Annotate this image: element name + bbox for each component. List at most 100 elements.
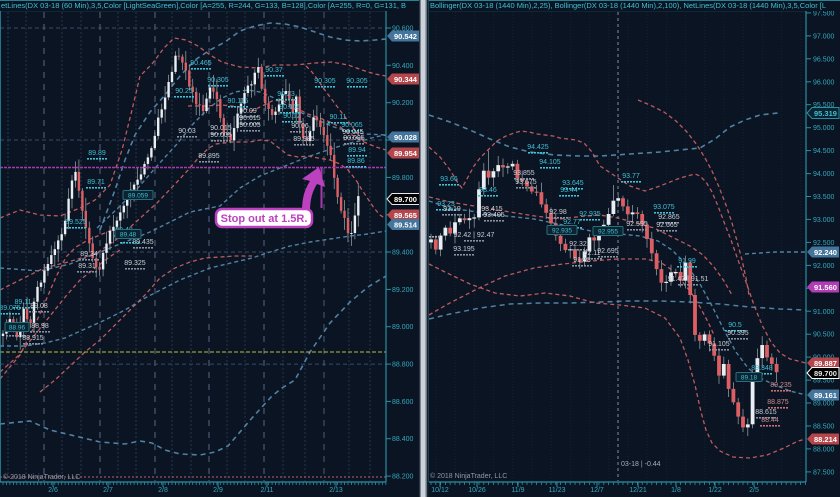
svg-text:© 2018 NinjaTrader, LLC: © 2018 NinjaTrader, LLC [430, 472, 507, 480]
svg-text:92.500: 92.500 [813, 240, 835, 247]
svg-text:89.161: 89.161 [814, 391, 837, 400]
svg-text:88.96: 88.96 [9, 325, 26, 332]
svg-text:91.000: 91.000 [813, 309, 835, 316]
svg-text:89.94: 89.94 [348, 147, 366, 154]
svg-text:95.319: 95.319 [814, 109, 837, 118]
svg-text:90.344: 90.344 [394, 75, 418, 84]
svg-text:93.075: 93.075 [653, 204, 675, 211]
svg-text:96.000: 96.000 [813, 79, 835, 86]
svg-text:90.400: 90.400 [392, 63, 414, 70]
svg-text:90.165: 90.165 [279, 104, 301, 111]
svg-text:88.98: 88.98 [31, 323, 49, 330]
svg-text:2/11: 2/11 [260, 487, 273, 494]
svg-text:93.855: 93.855 [513, 170, 535, 177]
svg-text:90.005: 90.005 [210, 132, 232, 139]
svg-text:88.875: 88.875 [767, 399, 789, 406]
svg-text:93.44: 93.44 [560, 187, 578, 194]
svg-text:93.195: 93.195 [453, 246, 475, 253]
svg-text:94.425: 94.425 [527, 144, 549, 151]
svg-text:90.115: 90.115 [228, 98, 249, 105]
svg-text:97.500: 97.500 [813, 10, 835, 17]
svg-text:90.03: 90.03 [178, 128, 196, 135]
svg-text:89.565: 89.565 [394, 211, 417, 220]
svg-text:89.08: 89.08 [30, 303, 48, 310]
svg-text:89.86: 89.86 [347, 158, 365, 165]
svg-text:90.005: 90.005 [239, 122, 261, 129]
svg-text:10/12: 10/12 [431, 487, 449, 494]
svg-text:94.105: 94.105 [539, 159, 561, 166]
svg-text:92.665: 92.665 [656, 222, 678, 229]
svg-text:89.985: 89.985 [293, 136, 315, 143]
svg-text:90.305: 90.305 [207, 77, 229, 84]
svg-text:© 2018 NinjaTrader, LLC: © 2018 NinjaTrader, LLC [3, 473, 80, 481]
svg-text:2/13: 2/13 [329, 487, 343, 494]
svg-text:89.348: 89.348 [751, 365, 773, 372]
svg-text:89.954: 89.954 [394, 149, 418, 158]
svg-text:89.400: 89.400 [392, 250, 414, 257]
svg-text:90.028: 90.028 [394, 133, 417, 142]
svg-text:89.325: 89.325 [124, 260, 146, 267]
svg-text:89.34: 89.34 [80, 251, 98, 258]
svg-text:88.400: 88.400 [392, 436, 414, 443]
svg-text:91.47 | 91.51: 91.47 | 91.51 [668, 276, 709, 283]
svg-text:89.059: 89.059 [128, 193, 148, 200]
svg-text:89.887: 89.887 [814, 359, 837, 368]
svg-text:2/6: 2/6 [48, 487, 58, 494]
svg-text:89.31: 89.31 [78, 263, 96, 270]
svg-text:90.06: 90.06 [291, 123, 309, 130]
svg-text:11/23: 11/23 [549, 487, 566, 494]
svg-text:2/9: 2/9 [213, 487, 223, 494]
svg-text:90.542: 90.542 [394, 32, 417, 41]
svg-text:90.015: 90.015 [210, 125, 232, 132]
svg-text:92.595: 92.595 [626, 221, 648, 228]
svg-text:92.935: 92.935 [552, 228, 572, 235]
svg-text:89.525: 89.525 [65, 219, 87, 226]
svg-text:92.865: 92.865 [658, 214, 680, 221]
svg-text:89.000: 89.000 [813, 401, 835, 408]
svg-text:91.105: 91.105 [708, 341, 730, 348]
svg-text:95.000: 95.000 [813, 125, 835, 132]
svg-text:12/7: 12/7 [590, 487, 604, 494]
svg-text:12/21: 12/21 [629, 487, 647, 494]
svg-text:88.800: 88.800 [392, 362, 414, 369]
svg-text:89.800: 89.800 [392, 175, 414, 182]
svg-text:92.32: 92.32 [569, 241, 587, 248]
svg-text:90.045: 90.045 [342, 129, 364, 136]
svg-text:89.895: 89.895 [198, 153, 220, 160]
svg-text:90.500: 90.500 [813, 332, 835, 339]
svg-text:91.99: 91.99 [678, 258, 696, 265]
svg-text:93.675: 93.675 [515, 179, 537, 186]
svg-text:92.77: 92.77 [563, 219, 581, 226]
svg-text:89.89: 89.89 [88, 150, 106, 157]
svg-text:2/5: 2/5 [749, 487, 759, 494]
svg-text:etLines(DX 03-18 (60 Min),3,5,: etLines(DX 03-18 (60 Min),3,5,Color [Lig… [1, 1, 406, 10]
svg-text:92.935: 92.935 [579, 211, 601, 218]
svg-text:92.42 | 92.47: 92.42 | 92.47 [454, 232, 495, 239]
svg-text:Bollinger(DX 03-18 (1440 Min),: Bollinger(DX 03-18 (1440 Min),2,25), Bol… [430, 1, 826, 10]
svg-text:10/26: 10/26 [468, 487, 486, 494]
svg-text:87.500: 87.500 [813, 469, 835, 476]
svg-text:88.44: 88.44 [761, 417, 779, 424]
svg-text:94.500: 94.500 [813, 148, 835, 155]
svg-text:94.000: 94.000 [813, 171, 835, 178]
svg-text:90.600: 90.600 [392, 26, 414, 33]
svg-text:93.46: 93.46 [479, 187, 497, 194]
svg-text:95.500: 95.500 [813, 102, 835, 109]
svg-text:90.12: 90.12 [283, 113, 301, 120]
svg-text:89.700: 89.700 [394, 195, 417, 204]
svg-text:89.435: 89.435 [132, 239, 154, 246]
svg-text:90.465: 90.465 [190, 60, 212, 67]
svg-text:89.514: 89.514 [394, 221, 418, 230]
svg-text:90.11: 90.11 [330, 114, 347, 121]
svg-text:1/8: 1/8 [671, 487, 681, 494]
svg-text:93.23: 93.23 [437, 201, 455, 208]
svg-text:90.09: 90.09 [239, 108, 257, 115]
svg-text:96.500: 96.500 [813, 56, 835, 63]
svg-text:03-18 | -0.44: 03-18 | -0.44 [621, 461, 661, 468]
svg-text:89.000: 89.000 [392, 324, 414, 331]
svg-text:88.615: 88.615 [755, 409, 777, 416]
svg-text:92.240: 92.240 [814, 248, 837, 257]
svg-text:92.695: 92.695 [597, 248, 619, 255]
svg-text:93.000: 93.000 [813, 217, 835, 224]
svg-text:90.015: 90.015 [239, 115, 261, 122]
